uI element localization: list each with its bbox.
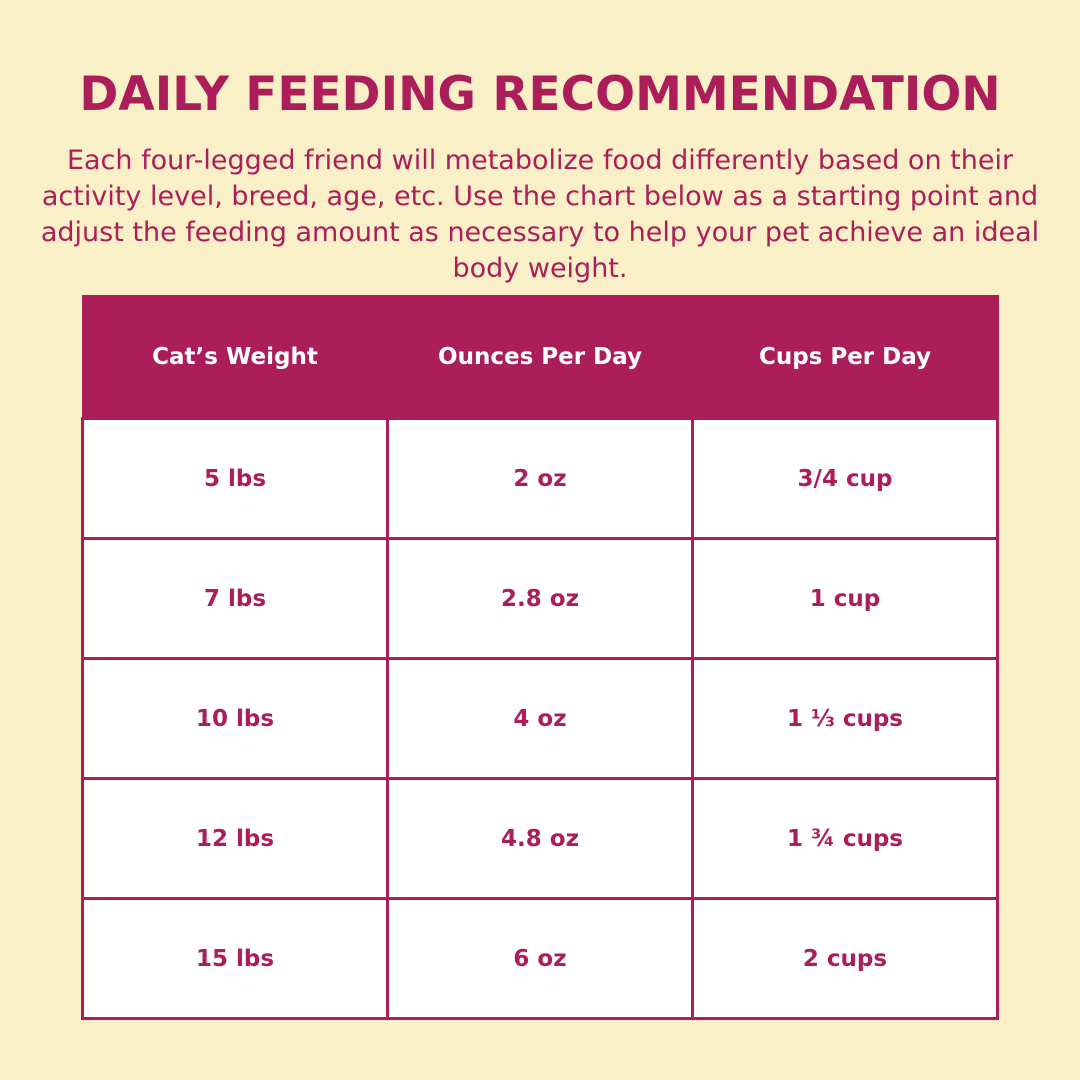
cell-weight: 5 lbs [81, 417, 389, 540]
intro-paragraph: Each four-legged friend will metabolize … [40, 145, 1040, 284]
cell-ounces: 2 oz [386, 417, 694, 540]
cell-cups: 1 ¾ cups [691, 777, 999, 900]
feeding-table: Cat’s Weight Ounces Per Day Cups Per Day… [81, 295, 999, 1020]
table-header: Cat’s Weight Ounces Per Day Cups Per Day [81, 295, 999, 420]
cell-cups: 3/4 cup [691, 417, 999, 540]
header-ounces-per-day: Ounces Per Day [386, 295, 694, 420]
cell-cups: 1 cup [691, 537, 999, 660]
cell-cups: 1 ⅓ cups [691, 657, 999, 780]
header-row: Cat’s Weight Ounces Per Day Cups Per Day [81, 295, 999, 420]
cell-ounces: 4 oz [386, 657, 694, 780]
page-title: DAILY FEEDING RECOMMENDATION [79, 67, 1001, 123]
cell-weight: 12 lbs [81, 777, 389, 900]
cell-weight: 15 lbs [81, 897, 389, 1020]
table-row: 10 lbs 4 oz 1 ⅓ cups [81, 657, 999, 780]
table-row: 5 lbs 2 oz 3/4 cup [81, 417, 999, 540]
cell-ounces: 4.8 oz [386, 777, 694, 900]
cell-ounces: 6 oz [386, 897, 694, 1020]
table-row: 7 lbs 2.8 oz 1 cup [81, 537, 999, 660]
cell-weight: 10 lbs [81, 657, 389, 780]
header-cups-per-day: Cups Per Day [691, 295, 999, 420]
cell-ounces: 2.8 oz [386, 537, 694, 660]
table-row: 15 lbs 6 oz 2 cups [81, 897, 999, 1020]
table-row: 12 lbs 4.8 oz 1 ¾ cups [81, 777, 999, 900]
table-body: 5 lbs 2 oz 3/4 cup 7 lbs 2.8 oz 1 cup 10… [81, 417, 999, 1020]
cell-cups: 2 cups [691, 897, 999, 1020]
header-cats-weight: Cat’s Weight [81, 295, 389, 420]
cell-weight: 7 lbs [81, 537, 389, 660]
